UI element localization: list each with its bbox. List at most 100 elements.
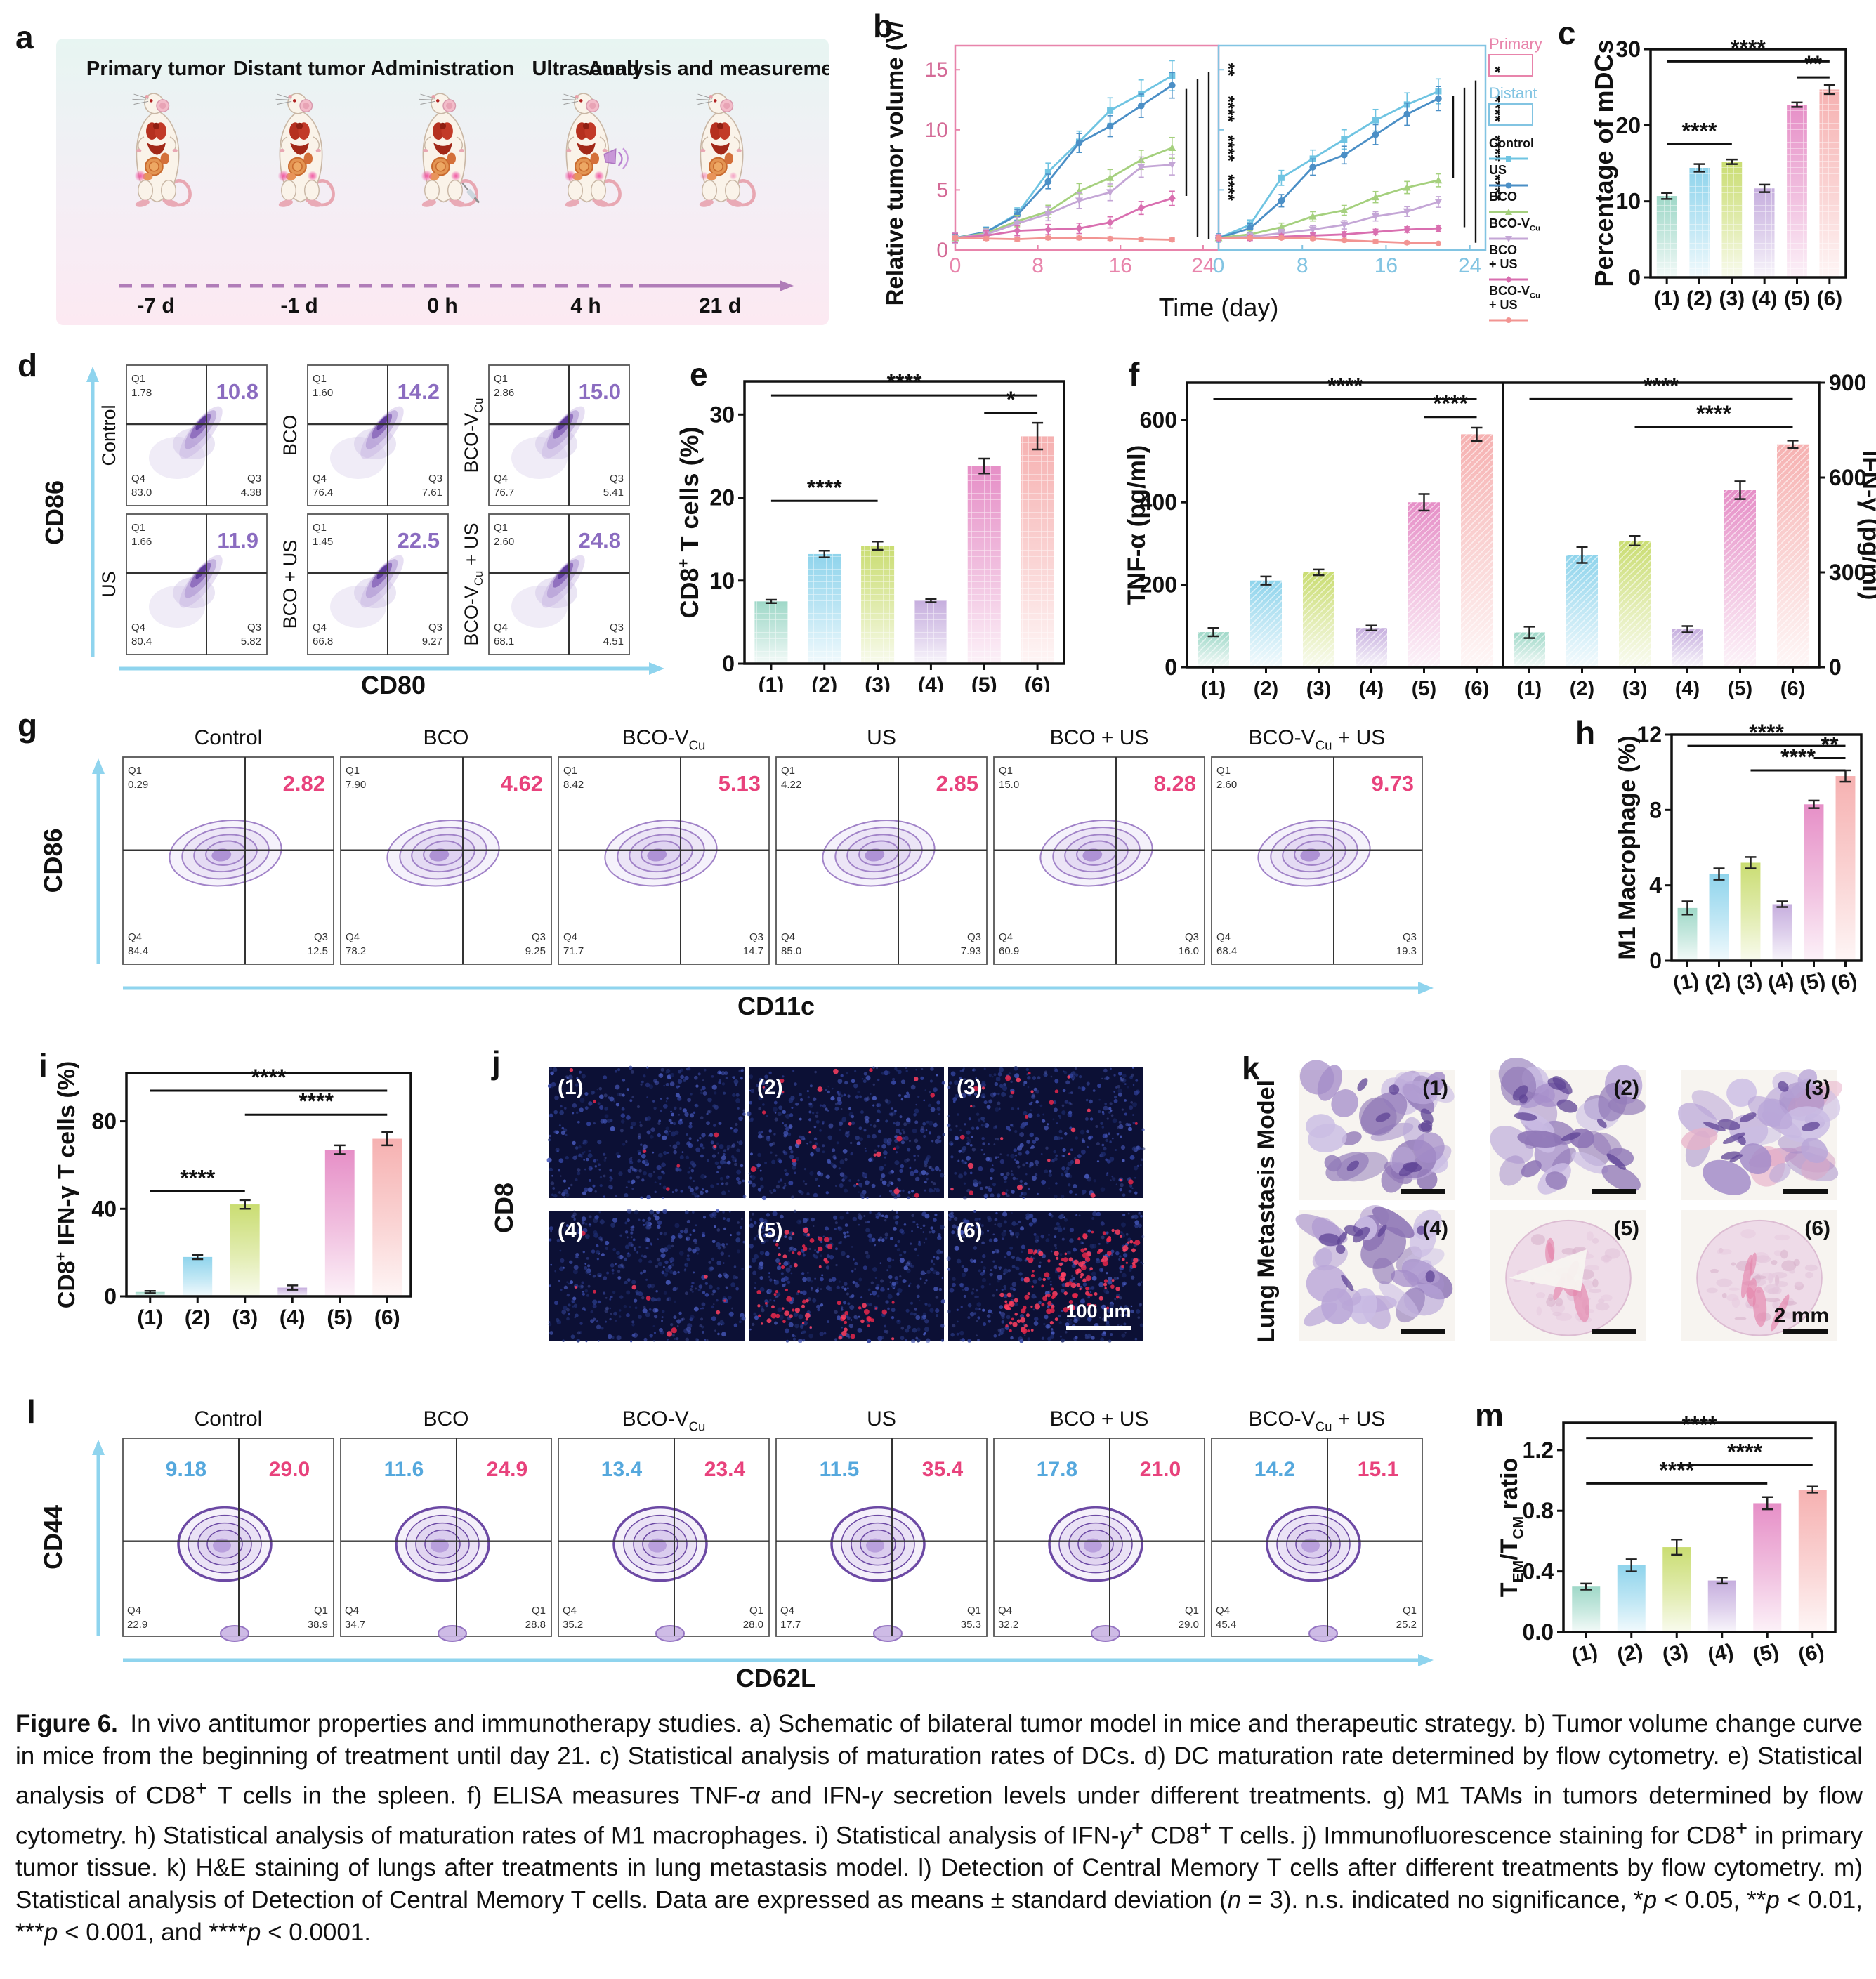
svg-text:4 h: 4 h: [570, 294, 601, 317]
svg-text:14.7: 14.7: [743, 945, 763, 957]
svg-text:0: 0: [950, 254, 962, 277]
svg-text:(2): (2): [185, 1306, 211, 1329]
svg-text:(3): (3): [1734, 968, 1764, 997]
svg-text:4.62: 4.62: [501, 771, 543, 796]
flow-row-g: Q1 0.29 2.82 Q4 84.4 Q3 12.5 Control Q1 7.90 4.62 Q…: [39, 726, 1434, 1020]
svg-text:24.9: 24.9: [487, 1458, 527, 1481]
svg-text:CD44: CD44: [42, 1505, 67, 1570]
svg-text:US: US: [98, 571, 119, 598]
svg-text:40: 40: [91, 1196, 117, 1221]
svg-text:(2): (2): [1615, 1640, 1645, 1668]
svg-text:****: ****: [807, 475, 842, 500]
mouse-illustration: [275, 93, 335, 207]
svg-text:600: 600: [1140, 407, 1177, 433]
svg-text:Control: Control: [195, 726, 263, 749]
svg-text:15.0: 15.0: [999, 779, 1019, 791]
svg-text:78.2: 78.2: [346, 945, 366, 957]
svg-text:35.4: 35.4: [922, 1458, 964, 1481]
svg-text:(2): (2): [1703, 968, 1733, 997]
svg-text:Distant: Distant: [1489, 84, 1537, 102]
svg-text:0: 0: [936, 239, 948, 262]
svg-text:****: ****: [1433, 391, 1468, 416]
svg-text:Q4: Q4: [131, 473, 145, 485]
svg-text:24.8: 24.8: [579, 528, 621, 553]
svg-text:35.2: 35.2: [563, 1619, 583, 1631]
svg-text:1.60: 1.60: [313, 387, 333, 399]
svg-text:25.2: 25.2: [1396, 1619, 1417, 1631]
panel-h-m1-bar-chart: 0 4 8 12 (1) (2) (3) (4) (5) (6) **** ** **** M1 Macr…: [1538, 702, 1876, 1015]
svg-text:0 h: 0 h: [427, 294, 457, 317]
svg-text:Q1: Q1: [346, 765, 360, 777]
svg-text:17.8: 17.8: [1037, 1458, 1077, 1481]
svg-text:5: 5: [936, 178, 948, 202]
svg-text:12: 12: [1636, 722, 1662, 747]
svg-text:CD8+ IFN-γ T cells (%): CD8+ IFN-γ T cells (%): [53, 1061, 80, 1308]
svg-text:15: 15: [925, 58, 948, 81]
svg-text:4.22: 4.22: [781, 779, 801, 791]
svg-text:(3): (3): [232, 1306, 258, 1329]
svg-text:Lung Metastasis Model: Lung Metastasis Model: [1253, 1080, 1280, 1343]
svg-text:(5): (5): [1797, 968, 1828, 997]
svg-text:13.4: 13.4: [601, 1458, 643, 1481]
svg-text:5.41: 5.41: [603, 487, 624, 499]
svg-text:Q3: Q3: [314, 931, 328, 943]
svg-text:Q4: Q4: [780, 1605, 794, 1617]
svg-text:Relative tumor volume (V/V0): Relative tumor volume (V/V0): [881, 21, 912, 305]
svg-text:Q3: Q3: [428, 622, 442, 633]
svg-text:9.25: 9.25: [525, 945, 546, 957]
svg-text:****: ****: [299, 1089, 334, 1114]
svg-text:*: *: [1006, 387, 1016, 412]
svg-text:Q1: Q1: [532, 1605, 546, 1617]
svg-text:100 μm: 100 μm: [1065, 1301, 1131, 1322]
svg-text:(4): (4): [1422, 1217, 1448, 1240]
svg-text:IFN-γ (pg/ml): IFN-γ (pg/ml): [1857, 450, 1876, 600]
svg-text:30: 30: [709, 402, 735, 427]
svg-text:Q3: Q3: [967, 931, 981, 943]
svg-text:(3): (3): [1804, 1077, 1830, 1100]
svg-text:BCO + US: BCO + US: [280, 540, 301, 629]
svg-text:84.4: 84.4: [128, 945, 148, 957]
svg-text:9.73: 9.73: [1372, 771, 1414, 796]
svg-text:(2): (2): [1613, 1077, 1639, 1100]
svg-text:0: 0: [722, 651, 735, 676]
svg-text:****: ****: [1682, 118, 1717, 143]
svg-text:(3): (3): [957, 1076, 983, 1099]
svg-text:0.4: 0.4: [1523, 1559, 1554, 1584]
panel-l-letter: l: [27, 1393, 36, 1430]
svg-text:US: US: [867, 726, 896, 749]
svg-text:200: 200: [1140, 572, 1177, 598]
svg-text:BCO-VCu: BCO-VCu: [622, 726, 706, 753]
svg-text:4.51: 4.51: [603, 636, 624, 647]
svg-text:****: ****: [1727, 1439, 1762, 1464]
svg-text:(5): (5): [1728, 678, 1752, 699]
svg-text:Primary tumor: Primary tumor: [86, 58, 225, 80]
panel-b-letter: b: [873, 8, 893, 44]
svg-text:60.9: 60.9: [999, 945, 1019, 957]
svg-text:12.5: 12.5: [308, 945, 328, 957]
svg-text:**: **: [1219, 63, 1238, 77]
svg-text:Primary: Primary: [1489, 37, 1542, 53]
svg-text:22.9: 22.9: [127, 1619, 147, 1631]
svg-text:(1): (1): [1570, 1640, 1600, 1668]
svg-text:Q4: Q4: [494, 473, 508, 485]
svg-text:Q1: Q1: [999, 765, 1013, 777]
svg-text:71.7: 71.7: [563, 945, 584, 957]
svg-text:(3): (3): [1660, 1640, 1691, 1668]
svg-text:8.28: 8.28: [1154, 771, 1196, 796]
svg-text:BCO-VCu: BCO-VCu: [1489, 216, 1540, 233]
panel-j-letter: j: [492, 1044, 501, 1081]
svg-text:Control: Control: [1489, 136, 1534, 150]
svg-text:(6): (6): [1025, 673, 1051, 692]
svg-text:16: 16: [1375, 254, 1398, 277]
svg-text:Q3: Q3: [532, 931, 546, 943]
svg-text:BCO-VCu + US: BCO-VCu + US: [461, 522, 485, 645]
svg-text:7.90: 7.90: [346, 779, 366, 791]
svg-text:11.5: 11.5: [820, 1458, 860, 1481]
svg-text:24: 24: [1458, 254, 1481, 277]
svg-text:Q4: Q4: [1216, 1605, 1230, 1617]
svg-text:****: ****: [1696, 401, 1731, 426]
svg-text:Q1: Q1: [494, 522, 508, 534]
svg-text:16.0: 16.0: [1179, 945, 1199, 957]
svg-text:****: ****: [1731, 35, 1766, 60]
